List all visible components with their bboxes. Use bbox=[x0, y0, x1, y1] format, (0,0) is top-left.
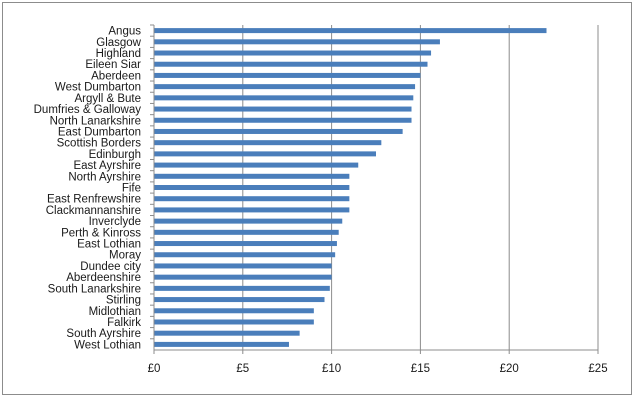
x-tick-label: £10 bbox=[322, 363, 341, 375]
bar bbox=[154, 28, 547, 34]
category-label: Aberdeenshire bbox=[66, 272, 141, 284]
x-tick-label: £25 bbox=[588, 363, 607, 375]
bar bbox=[154, 128, 403, 134]
bar bbox=[154, 319, 314, 325]
category-label: Dumfries & Galloway bbox=[34, 104, 142, 116]
category-label: Scottish Borders bbox=[57, 138, 142, 150]
bar bbox=[154, 151, 376, 157]
bar bbox=[154, 308, 314, 314]
bar bbox=[154, 117, 412, 123]
bar bbox=[154, 218, 343, 224]
category-label: Highland bbox=[96, 48, 141, 60]
category-label: Argyll & Bute bbox=[75, 93, 141, 105]
category-label: East Dumbarton bbox=[58, 126, 141, 138]
x-tick-label: £15 bbox=[411, 363, 430, 375]
category-label: East Ayrshire bbox=[73, 160, 141, 172]
x-tick-label: £20 bbox=[500, 363, 519, 375]
category-label: Dundee city bbox=[80, 261, 141, 273]
category-label: Edinburgh bbox=[89, 149, 141, 161]
category-label: West Lothian bbox=[74, 339, 141, 351]
bar bbox=[154, 252, 336, 258]
category-label: Midlothian bbox=[89, 306, 141, 318]
category-label: East Lothian bbox=[77, 239, 141, 251]
bar bbox=[154, 50, 432, 56]
category-label: Inverclyde bbox=[89, 216, 141, 228]
bar bbox=[154, 106, 412, 112]
bar bbox=[154, 207, 350, 213]
category-label: West Dumbarton bbox=[55, 82, 141, 94]
category-label: Perth & Kinross bbox=[61, 227, 141, 239]
bar bbox=[154, 173, 350, 179]
category-label: North Lanarkshire bbox=[50, 115, 141, 127]
bars bbox=[150, 24, 547, 347]
category-label: Fife bbox=[122, 183, 141, 195]
category-label: Aberdeen bbox=[91, 70, 141, 82]
category-label: South Ayrshire bbox=[66, 328, 141, 340]
bar bbox=[154, 263, 332, 269]
bar bbox=[154, 185, 350, 190]
bar bbox=[154, 297, 325, 303]
x-tick-label: £5 bbox=[236, 363, 249, 375]
category-label: Glasgow bbox=[96, 37, 141, 49]
category-label: Clackmannanshire bbox=[46, 205, 141, 217]
bar bbox=[154, 196, 350, 202]
bar bbox=[154, 95, 414, 101]
bar bbox=[154, 229, 339, 235]
bar bbox=[154, 72, 421, 78]
category-label: Stirling bbox=[106, 295, 141, 307]
category-label: Falkirk bbox=[107, 317, 141, 329]
category-label: Moray bbox=[109, 250, 141, 262]
category-label: Eileen Siar bbox=[85, 59, 141, 71]
x-axis: £0 £5 £10 £15 £20 £25 bbox=[148, 25, 608, 375]
bar bbox=[154, 140, 382, 146]
category-label: East Renfrewshire bbox=[47, 194, 141, 206]
category-label: North Ayrshire bbox=[68, 171, 141, 183]
category-label: Angus bbox=[108, 26, 141, 38]
bar bbox=[154, 84, 416, 90]
bar bbox=[154, 241, 337, 247]
x-tick-label: £0 bbox=[148, 363, 161, 375]
bar bbox=[154, 330, 300, 336]
bar bbox=[154, 341, 289, 347]
bar bbox=[154, 162, 359, 168]
category-label: South Lanarkshire bbox=[48, 283, 141, 295]
bar bbox=[154, 39, 440, 45]
bar bbox=[154, 285, 330, 291]
bar bbox=[154, 61, 428, 67]
bar bbox=[154, 274, 332, 280]
